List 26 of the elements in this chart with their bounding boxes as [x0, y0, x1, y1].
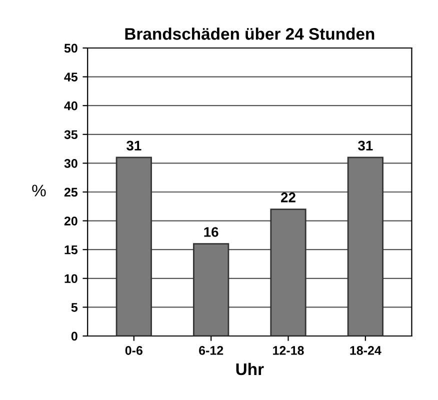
- y-tick-label: 0: [71, 332, 78, 341]
- y-tick-label: 35: [64, 130, 78, 140]
- y-tick-label: 30: [64, 159, 78, 168]
- bar: [347, 156, 384, 336]
- x-tick-label: 6-12: [199, 346, 224, 355]
- y-tick-label: 10: [64, 274, 78, 284]
- bar: [116, 156, 152, 336]
- y-axis-title: %: [32, 184, 46, 196]
- y-tick-label: 40: [64, 101, 78, 110]
- y-tick-label: 5: [71, 303, 78, 312]
- data-label: 31: [358, 140, 373, 151]
- data-label: 22: [281, 192, 296, 202]
- y-tick-label: 15: [64, 246, 78, 254]
- x-tick-label: 12-18: [273, 346, 304, 355]
- y-tick-label: 25: [64, 188, 78, 197]
- chart-title: Brandschäden über 24 Stunden: [125, 28, 374, 40]
- x-tick-label: 0-6: [125, 346, 142, 355]
- x-tick-label: 18-24: [350, 346, 382, 355]
- x-axis-title: Uhr: [236, 362, 264, 376]
- y-tick-label: 50: [64, 44, 78, 53]
- bar: [270, 208, 306, 336]
- data-label: 16: [204, 227, 218, 237]
- y-tick-label: 45: [64, 72, 78, 82]
- bar: [193, 243, 230, 336]
- y-tick-label: 20: [64, 216, 78, 226]
- data-label: 31: [126, 140, 142, 151]
